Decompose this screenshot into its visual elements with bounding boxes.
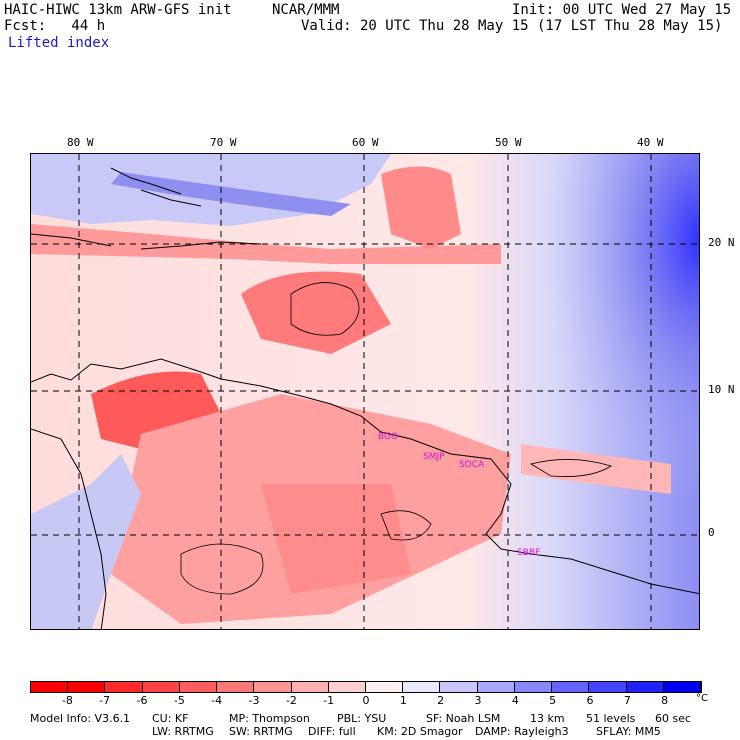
organization-label: NCAR/MMM (272, 2, 340, 18)
site-label-soca: SOCA (459, 460, 485, 470)
site-label-smjp: SMJP (423, 452, 445, 462)
lat-label-10n: 10 N (708, 383, 735, 396)
footer-timestep: 60 sec (655, 712, 692, 725)
coastlines (31, 167, 699, 629)
color-scale-segment (403, 682, 441, 692)
color-scale-tick: -7 (99, 694, 111, 707)
color-scale-tick: -3 (248, 694, 260, 707)
color-scale-segment (105, 682, 143, 692)
init-time: Init: 00 UTC Wed 27 May 15 (512, 2, 732, 18)
footer-model-info: Model Info: V3.6.1 (30, 712, 131, 725)
footer-sf: SF: Noah LSM (426, 712, 501, 725)
lon-label-70w: 70 W (210, 136, 237, 149)
footer-sflay: SFLAY: MM5 (596, 725, 661, 738)
color-scale-segment (440, 682, 478, 692)
site-label-bgo: BGO (378, 432, 399, 442)
color-scale-tick: 1 (399, 694, 407, 707)
color-scale-segment (31, 682, 69, 692)
map-canvas (31, 154, 699, 629)
lifted-index-map: BGO SMJP SOCA SBBE (30, 153, 700, 630)
footer-sw: SW: RRTMG (229, 725, 293, 738)
footer-mp: MP: Thompson (229, 712, 310, 725)
unstable-region-amazon (261, 484, 411, 594)
footer-levels: 51 levels (586, 712, 636, 725)
color-scale-bar (30, 681, 702, 693)
color-scale-tick: 7 (623, 694, 631, 707)
color-scale-tick: 6 (586, 694, 594, 707)
color-scale-segment (142, 682, 180, 692)
color-scale-tick: -6 (136, 694, 148, 707)
color-scale-segment (477, 682, 515, 692)
lon-label-60w: 60 W (352, 136, 379, 149)
footer-resolution: 13 km (530, 712, 565, 725)
site-label-sbbe: SBBE (517, 548, 541, 558)
color-scale-segment (365, 682, 404, 692)
unstable-band-itcz (521, 444, 671, 494)
color-scale-tick: -1 (323, 694, 335, 707)
color-scale-segment (291, 682, 329, 692)
color-scale-tick: 0 (362, 694, 370, 707)
color-scale-segment (254, 682, 292, 692)
color-scale-segment (217, 682, 255, 692)
lat-label-equator: 0 (708, 526, 715, 539)
footer-damp: DAMP: Rayleigh3 (475, 725, 569, 738)
color-scale-tick: -4 (211, 694, 223, 707)
color-scale-tick: 2 (437, 694, 445, 707)
color-scale-tick: -2 (285, 694, 297, 707)
color-scale-tick: -8 (61, 694, 73, 707)
color-scale-tick: 3 (474, 694, 482, 707)
color-scale-segment (68, 682, 106, 692)
color-scale-segment (514, 682, 553, 692)
unstable-region-atlantic (381, 166, 461, 249)
color-scale-segment (328, 682, 366, 692)
lon-label-50w: 50 W (495, 136, 522, 149)
color-scale-tick: -5 (173, 694, 185, 707)
field-name: Lifted index (8, 35, 110, 51)
footer-pbl: PBL: YSU (337, 712, 387, 725)
color-scale-segment (179, 682, 218, 692)
color-scale-segment (663, 682, 701, 692)
color-scale-segment (626, 682, 664, 692)
unstable-band-caribbean (31, 224, 501, 264)
footer-km: KM: 2D Smagor (377, 725, 463, 738)
lat-label-20n: 20 N (708, 236, 735, 249)
color-scale-segment (589, 682, 627, 692)
color-scale-tick: 4 (511, 694, 519, 707)
footer-cu: CU: KF (152, 712, 189, 725)
footer-lw: LW: RRTMG (152, 725, 214, 738)
color-scale-unit: °C (696, 693, 708, 704)
stable-band-north (111, 172, 351, 216)
model-title: HAIC-HIWC 13km ARW-GFS init (4, 2, 232, 18)
lon-label-80w: 80 W (67, 136, 94, 149)
forecast-hour: Fcst: 44 h (4, 18, 106, 34)
lon-label-40w: 40 W (637, 136, 664, 149)
color-scale-segment (552, 682, 590, 692)
contours (180, 282, 612, 595)
valid-time: Valid: 20 UTC Thu 28 May 15 (17 LST Thu … (301, 18, 723, 34)
footer-diff: DIFF: full (308, 725, 356, 738)
stable-region-pacific (31, 454, 141, 629)
graticule (31, 154, 699, 629)
color-scale-tick: 5 (549, 694, 557, 707)
color-scale-tick: 8 (661, 694, 669, 707)
